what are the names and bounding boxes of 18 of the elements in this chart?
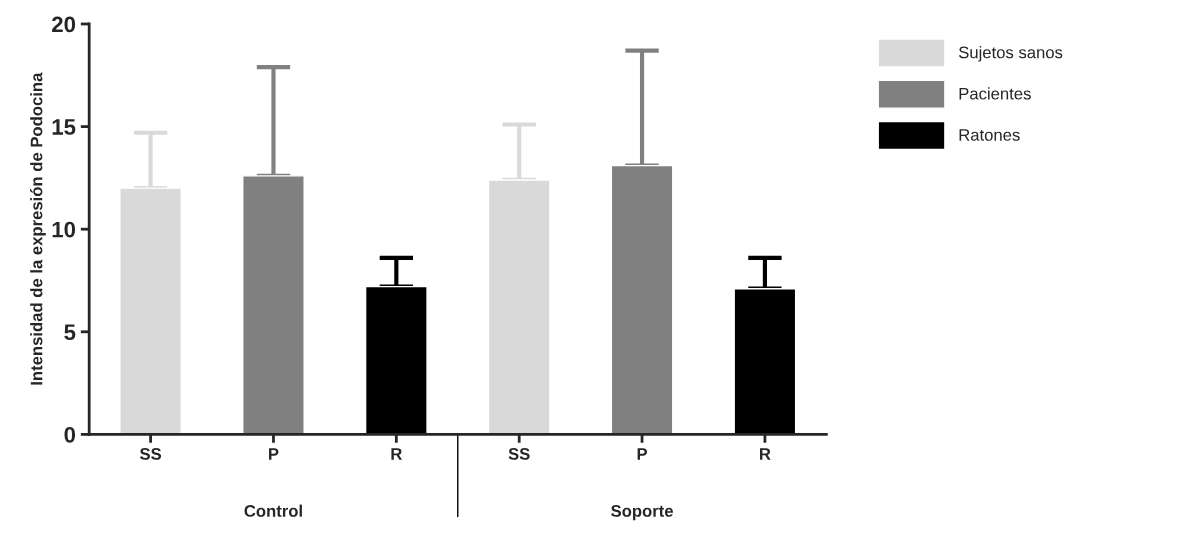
y-tick-label: 5 (64, 324, 76, 341)
x-tick-label: SS (139, 448, 162, 460)
x-tick-label: P (269, 448, 279, 460)
x-tick-label: R (391, 448, 403, 460)
y-tick-label: 10 (52, 221, 76, 238)
bar (610, 164, 674, 435)
legend-label: Pacientes (959, 87, 1031, 100)
legend-label: Ratones (959, 129, 1020, 141)
y-axis-title: Intensidad de la expresión de Podocina (30, 72, 46, 385)
y-tick-label: 20 (52, 16, 76, 33)
x-tick-label: R (760, 448, 771, 460)
x-tick-label: SS (508, 448, 530, 460)
legend-label: Sujetos sanos (958, 46, 1063, 62)
x-tick-label: P (637, 448, 648, 460)
y-tick-label: 15 (52, 119, 76, 135)
text: Soporte (611, 505, 673, 521)
text: Control (244, 504, 302, 517)
y-tick-label: 0 (64, 426, 76, 443)
